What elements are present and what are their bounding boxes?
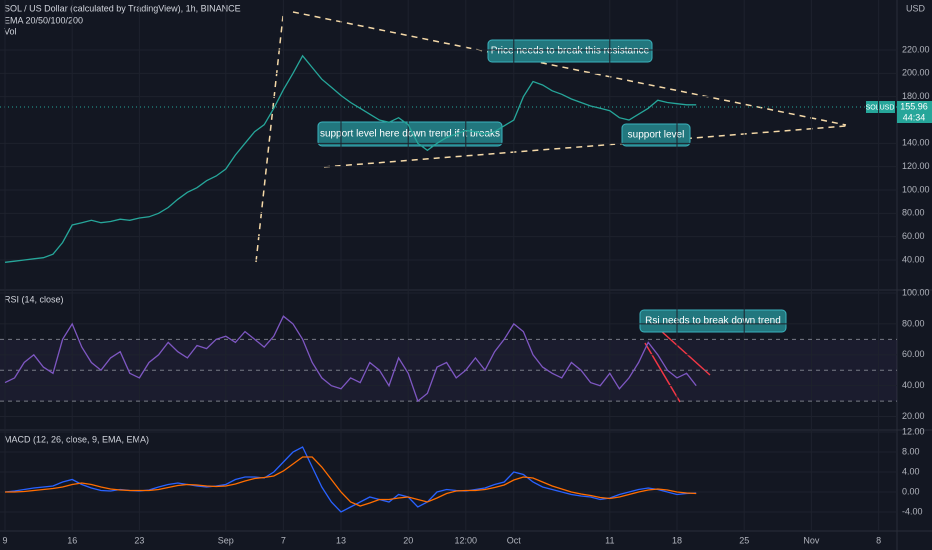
bar-countdown: 44:34 <box>903 112 926 122</box>
y-tick-label: -4.00 <box>902 506 923 516</box>
x-tick-label: 18 <box>672 535 682 545</box>
x-tick-label: 25 <box>739 535 749 545</box>
y-tick-label: 40.00 <box>902 254 925 264</box>
symbol-tag <box>866 101 895 113</box>
currency-label: USD <box>906 3 926 13</box>
x-tick-label: 16 <box>67 535 77 545</box>
y-tick-label: 60.00 <box>902 349 925 359</box>
annotation-box <box>487 39 653 63</box>
y-tick-label: 100.00 <box>902 287 930 297</box>
y-tick-label: 4.00 <box>902 466 920 476</box>
annotation: Price needs to break this resistance <box>491 46 650 57</box>
x-tick-label: 11 <box>605 535 614 545</box>
symbol-tag-text: SOLUSD <box>866 104 895 111</box>
x-tick-label: 12:00 <box>455 535 478 545</box>
annotation: support level <box>628 130 685 141</box>
series-line <box>4 54 697 263</box>
x-tick-label: 7 <box>281 535 286 545</box>
last-price-tag <box>897 101 932 123</box>
y-tick-label: 200.00 <box>902 68 930 78</box>
annotation-box <box>621 123 691 147</box>
y-tick-label: 80.00 <box>902 208 925 218</box>
rsi-trendline <box>659 329 711 376</box>
y-tick-label: 100.00 <box>902 184 930 194</box>
indicator-label: EMA 20/50/100/200 <box>4 15 83 25</box>
x-tick-label: Oct <box>507 535 522 545</box>
y-tick-label: 140.00 <box>902 138 930 148</box>
y-tick-label: 8.00 <box>902 446 920 456</box>
y-tick-label: 40.00 <box>902 380 925 390</box>
last-price: 155.96 <box>900 101 928 111</box>
indicator-label: Vol <box>4 26 17 36</box>
x-tick-label: 9 <box>2 535 7 545</box>
series-line <box>5 456 697 507</box>
y-tick-label: 20.00 <box>902 411 925 421</box>
symbol-title: SOL / US Dollar (calculated by TradingVi… <box>4 3 241 13</box>
annotation: Rsi needs to break down trend <box>645 316 781 327</box>
y-tick-label: 120.00 <box>902 161 930 171</box>
y-tick-label: 0.00 <box>902 486 920 496</box>
x-tick-label: Sep <box>218 535 234 545</box>
macd-title: MACD (12, 26, close, 9, EMA, EMA) <box>4 434 149 444</box>
annotation-box <box>317 121 503 147</box>
x-tick-label: 20 <box>403 535 413 545</box>
annotation: support level here down trend if it brea… <box>320 129 500 140</box>
y-tick-label: 180.00 <box>902 91 930 101</box>
rsi-trendline <box>644 342 681 403</box>
y-tick-label: 60.00 <box>902 231 925 241</box>
rsi-title: RSI (14, close) <box>4 294 64 304</box>
x-tick-label: 8 <box>876 535 881 545</box>
x-tick-label: Nov <box>803 535 820 545</box>
y-tick-label: 12.00 <box>902 426 925 436</box>
y-tick-label: 220.00 <box>902 44 930 54</box>
y-tick-label: 80.00 <box>902 318 925 328</box>
x-tick-label: 13 <box>336 535 346 545</box>
rally-trendline <box>255 15 284 263</box>
series-line <box>4 315 697 403</box>
x-tick-label: 23 <box>134 535 144 545</box>
